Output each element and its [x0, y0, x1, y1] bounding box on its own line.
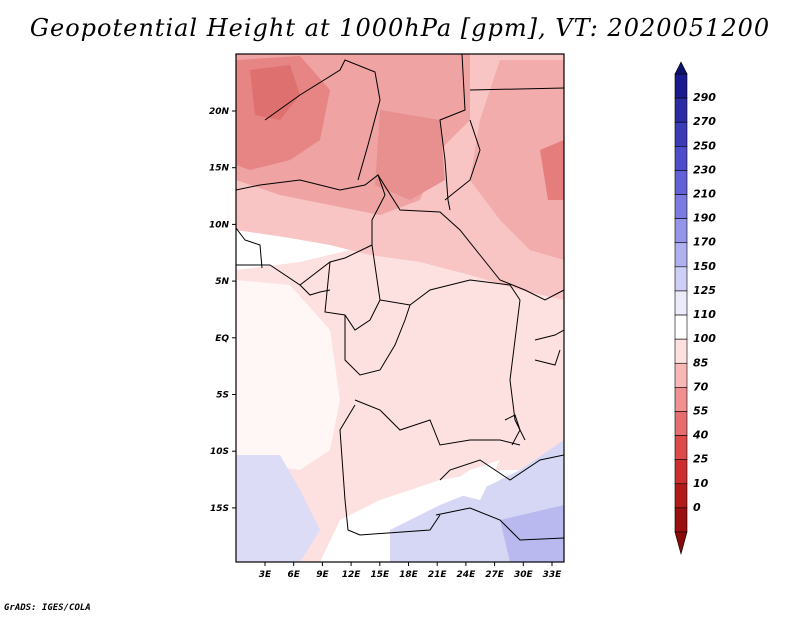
colorbar-label: 170 — [693, 236, 716, 249]
colorbar-label: 125 — [693, 284, 716, 297]
lat-label: 10N — [209, 220, 230, 230]
grads-credit: GrADS: IGES/COLA — [4, 603, 91, 613]
lon-label: 27E — [485, 570, 505, 580]
colorbar-segment — [674, 170, 688, 195]
colorbar-segment — [674, 242, 688, 268]
colorbar-label: 210 — [693, 188, 716, 201]
colorbar-label: 250 — [693, 139, 716, 152]
colorbar-label: 40 — [692, 429, 709, 442]
colorbar-segment — [674, 218, 688, 244]
colorbar-label: 25 — [693, 453, 709, 466]
lon-label: 15E — [370, 570, 390, 580]
colorbar-segment — [674, 387, 688, 412]
colorbar-label: 190 — [693, 212, 716, 225]
colorbar-segment — [674, 338, 688, 364]
colorbar-label: 290 — [693, 91, 716, 104]
colorbar-label: 150 — [693, 260, 716, 273]
colorbar-label: 55 — [693, 404, 709, 417]
colorbar-segment — [674, 483, 688, 509]
height-field — [236, 54, 564, 562]
colorbar: 2902702502302101901701501251101008570554… — [674, 61, 716, 556]
colorbar-segment — [674, 459, 688, 485]
colorbar-segment — [674, 362, 688, 388]
lat-label: 15N — [209, 164, 230, 174]
chart-title: Geopotential Height at 1000hPa [gpm], VT… — [29, 14, 771, 42]
colorbar-label: 230 — [693, 163, 716, 176]
lon-label: 24E — [457, 570, 477, 580]
colorbar-segment — [674, 411, 688, 436]
lat-label: 5N — [215, 277, 229, 287]
colorbar-label: 270 — [693, 115, 716, 128]
colorbar-segment — [674, 97, 688, 123]
lat-label: EQ — [215, 334, 229, 344]
colorbar-label: 100 — [693, 332, 716, 345]
lon-label: 3E — [259, 570, 272, 580]
colorbar-segment — [674, 266, 688, 292]
colorbar-label: 0 — [693, 501, 701, 514]
lon-label: 12E — [342, 570, 362, 580]
colorbar-top-arrow — [674, 61, 688, 75]
colorbar-segment — [674, 290, 688, 316]
lon-label: 6E — [287, 570, 300, 580]
colorbar-label: 70 — [693, 380, 709, 393]
lon-label: 18E — [399, 570, 419, 580]
colorbar-segment — [674, 73, 688, 99]
lat-label: 15S — [210, 504, 229, 514]
colorbar-segment — [674, 314, 688, 340]
colorbar-segment — [674, 435, 688, 460]
country-borders — [236, 54, 564, 541]
lon-label: 30E — [514, 570, 534, 580]
lon-label: 9E — [316, 570, 329, 580]
colorbar-label: 110 — [693, 308, 716, 321]
lat-label: 20N — [209, 107, 230, 117]
lat-label: 5S — [216, 391, 229, 401]
latitude-axis: 20N 15N 10N 5N EQ 5S 10S 15S — [209, 107, 236, 514]
lon-label: 21E — [428, 570, 448, 580]
lat-label: 10S — [210, 447, 229, 457]
lon-label: 33E — [543, 570, 563, 580]
colorbar-segment — [674, 146, 688, 171]
colorbar-bottom-arrow — [674, 531, 688, 556]
longitude-axis: 3E 6E 9E 12E 15E 18E 21E 24E 27E 30E 33E — [259, 562, 562, 580]
colorbar-segment — [674, 194, 688, 219]
colorbar-label: 85 — [693, 356, 709, 369]
map-frame — [235, 53, 565, 563]
colorbar-segment — [674, 507, 688, 533]
colorbar-segment — [674, 121, 688, 147]
colorbar-label: 10 — [693, 477, 709, 490]
